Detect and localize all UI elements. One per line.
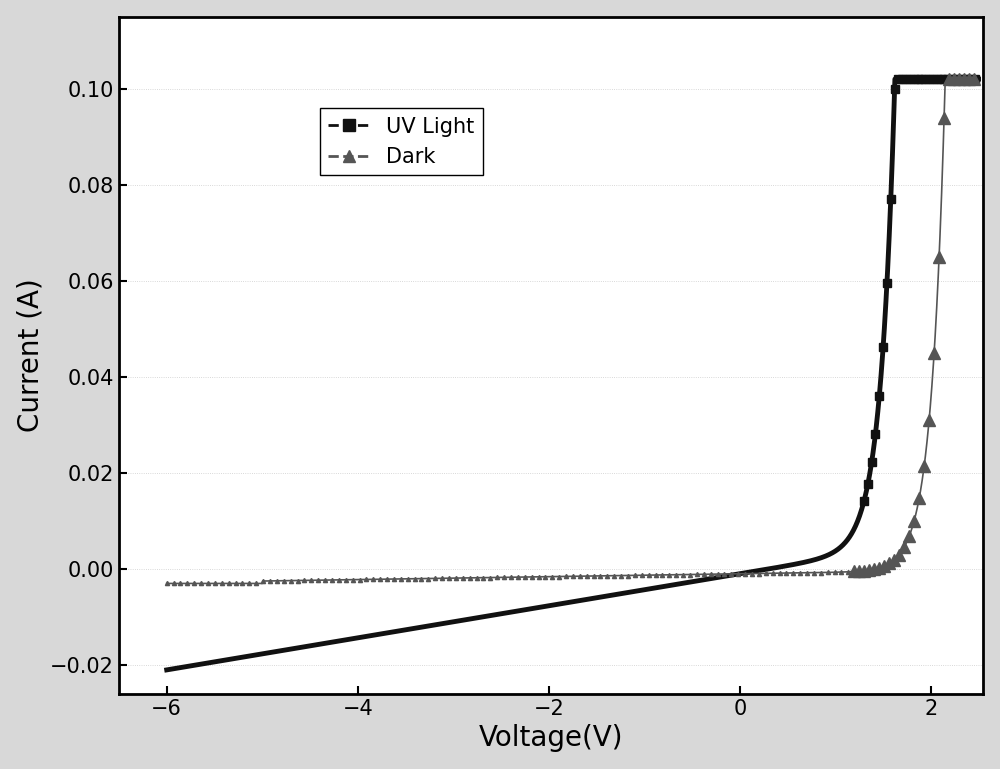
Y-axis label: Current (A): Current (A) xyxy=(17,278,45,432)
X-axis label: Voltage(V): Voltage(V) xyxy=(479,724,623,752)
Legend: UV Light, Dark: UV Light, Dark xyxy=(320,108,483,175)
